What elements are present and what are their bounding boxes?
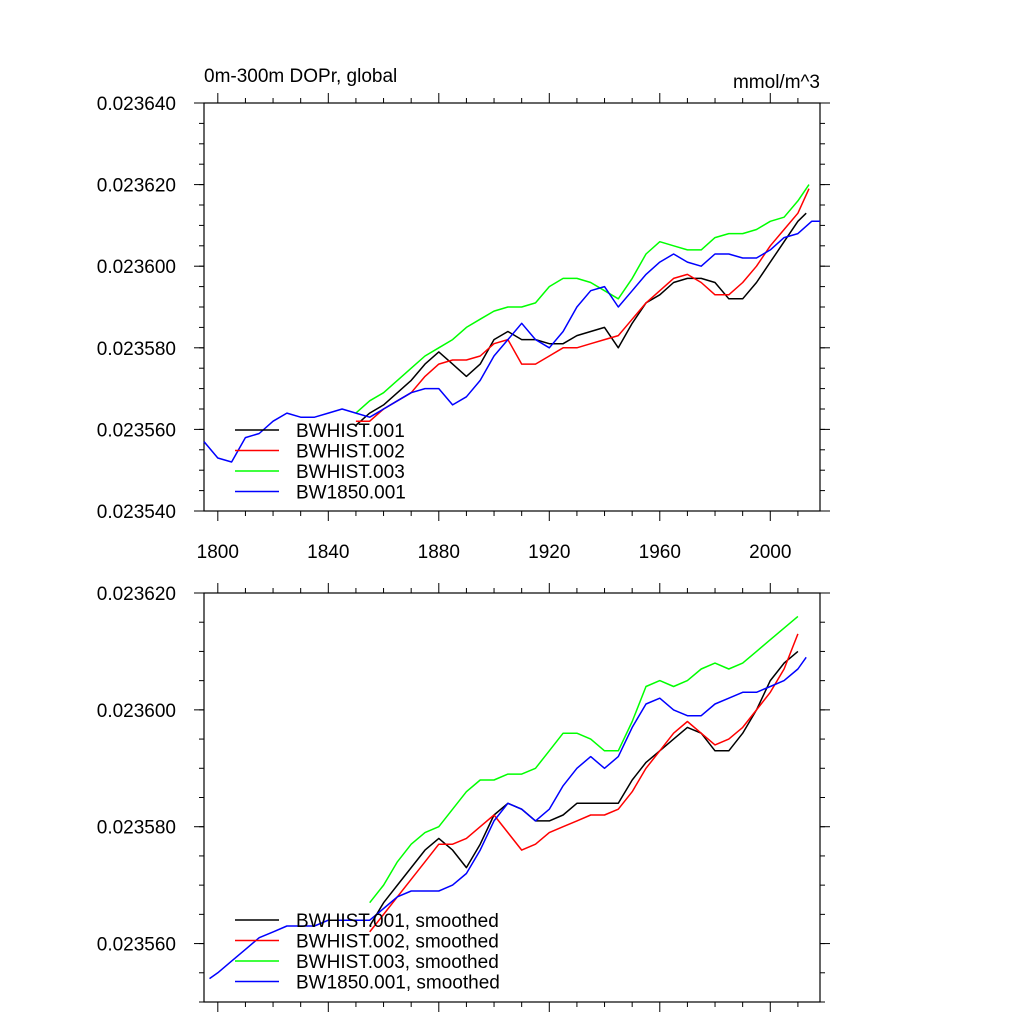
panel-1-legend-label: BWHIST.003	[296, 462, 405, 483]
panel-1-legend-label: BW1850.001	[296, 483, 406, 504]
panel-2-series-4-line	[209, 656, 807, 980]
panel-1-series-2-line	[355, 188, 810, 422]
panel-2-ytick-label: 0.023620	[97, 584, 176, 605]
panel-1-xtick-label: 1920	[528, 542, 570, 563]
panel-1-ytick-label: 0.023640	[97, 94, 176, 115]
panel-2-series-3-line	[369, 615, 799, 904]
panel-1-ytick-label: 0.023620	[97, 176, 176, 197]
panel-2-legend-label: BWHIST.003, smoothed	[296, 952, 499, 973]
panel-2-legend-label: BWHIST.002, smoothed	[296, 932, 499, 953]
panel-1-ytick-label: 0.023600	[97, 257, 176, 278]
chart-title: 0m-300m DOPr, global	[204, 66, 397, 87]
panel-1-ytick-label: 0.023560	[97, 420, 176, 441]
panel-1-legend-label: BWHIST.002	[296, 442, 405, 463]
panel-2-legend-label: BW1850.001, smoothed	[296, 973, 500, 994]
panel-2-ytick-label: 0.023580	[97, 818, 176, 839]
panel-1-series-4-line	[203, 220, 820, 463]
panel-1-xtick-label: 1880	[418, 542, 460, 563]
panel-1-xtick-label: 1800	[197, 542, 239, 563]
panel-1-ytick-label: 0.023580	[97, 339, 176, 360]
panel-2-series-2-line	[369, 633, 799, 933]
panel-1-legend-label: BWHIST.001	[296, 421, 405, 442]
panel-2-ytick-label: 0.023600	[97, 701, 176, 722]
panel-1-series-1-line	[355, 212, 807, 426]
panel-1-series-3-line	[355, 184, 810, 414]
panel-1-xtick-label: 2000	[749, 542, 791, 563]
panel-1-ytick-label: 0.023540	[97, 502, 176, 523]
panel-1-xtick-label: 1840	[307, 542, 349, 563]
units-label: mmol/m^3	[733, 72, 820, 93]
panel-1-xtick-label: 1960	[639, 542, 681, 563]
panel-2-legend-label: BWHIST.001, smoothed	[296, 911, 499, 932]
panel-2-ytick-label: 0.023560	[97, 935, 176, 956]
panel-2-series-1-line	[369, 650, 799, 927]
